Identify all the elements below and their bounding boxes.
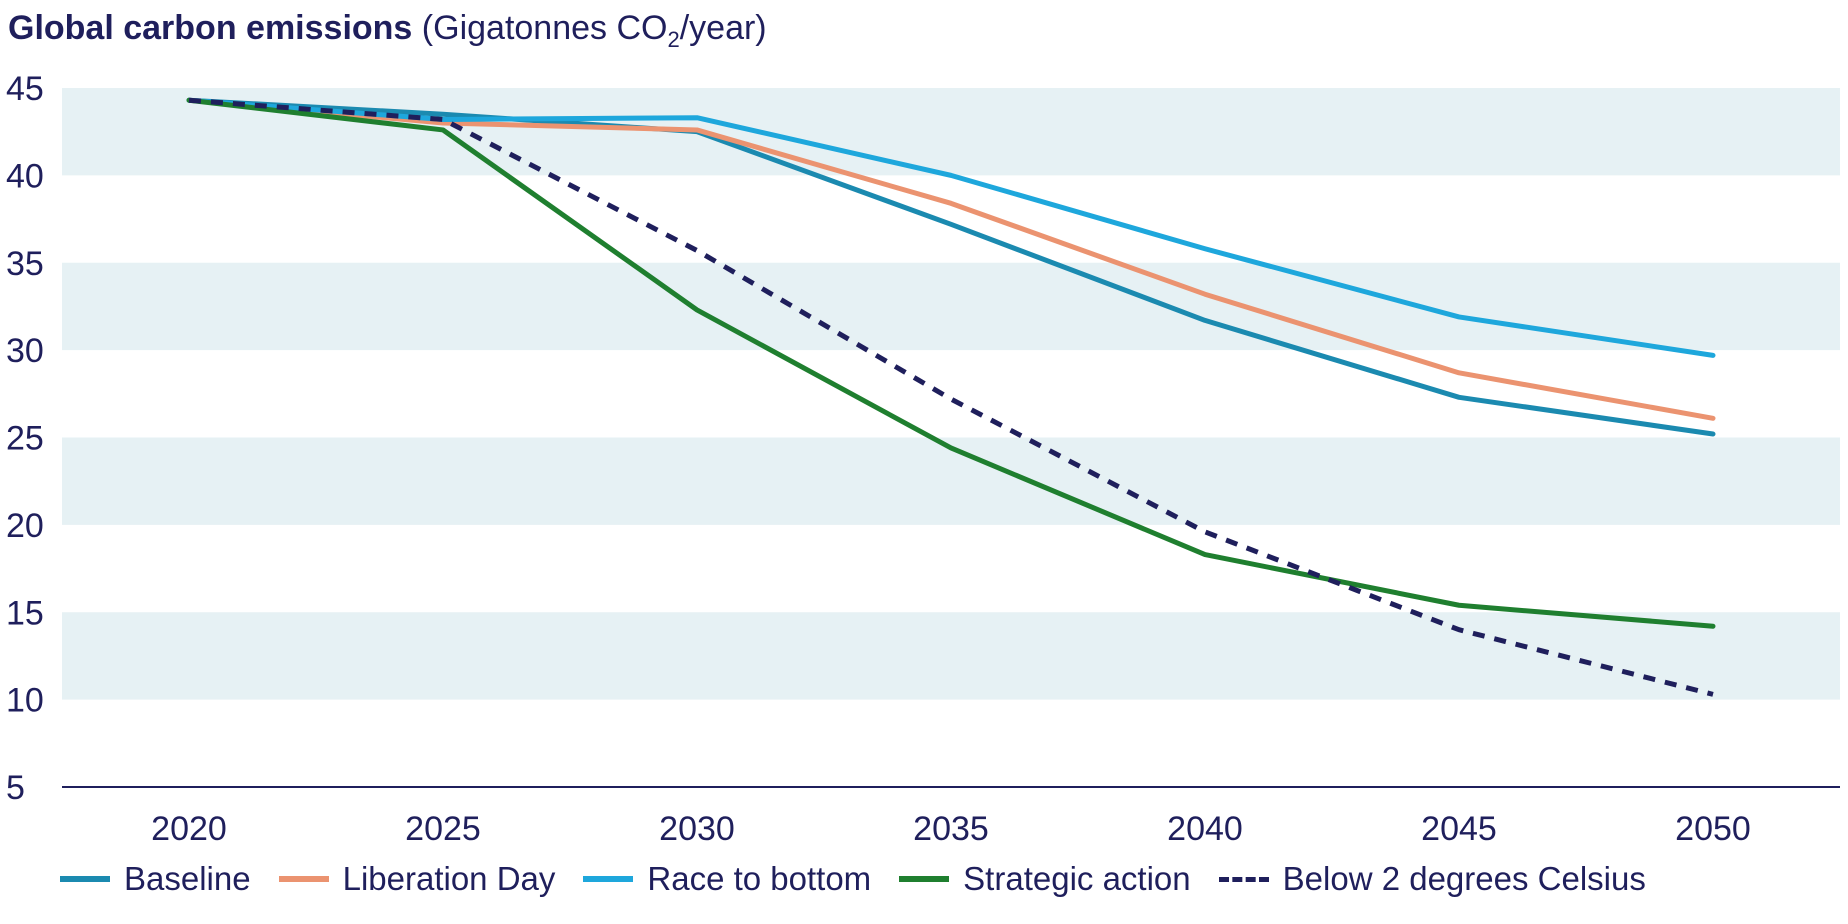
legend-item-strategic-action: Strategic action (899, 860, 1191, 898)
chart-title-bold: Global carbon emissions (8, 9, 413, 47)
chart-title-units: (Gigatonnes CO2/year) (421, 9, 767, 52)
legend-swatch (583, 876, 634, 882)
background-band (62, 262, 1840, 351)
legend-item-baseline: Baseline (60, 860, 251, 898)
legend-label: Race to bottom (647, 860, 872, 897)
y-tick-label: 45 (6, 70, 44, 108)
legend-swatch (899, 876, 950, 882)
y-tick-label: 10 (6, 682, 44, 720)
y-axis-ticks: 5 10 15 20 25 30 35 40 45 (6, 70, 44, 807)
x-tick-label: 2020 (151, 810, 227, 848)
legend-swatch (1218, 876, 1269, 882)
y-tick-label: 35 (6, 245, 44, 283)
background-band (62, 88, 1840, 176)
series-line-baseline (186, 97, 1716, 437)
series-line-race-to-bottom (186, 97, 1716, 358)
y-tick-label: 30 (6, 332, 44, 370)
y-tick-label: 5 (6, 769, 25, 807)
series-line-liberation-day (186, 97, 1716, 421)
chart-title-units-post: /year) (679, 9, 767, 47)
series-line-below-2-degrees-celsius (188, 97, 1714, 697)
y-tick-label: 20 (6, 507, 44, 545)
x-tick-label: 2050 (1675, 810, 1751, 848)
legend-label: Strategic action (963, 860, 1191, 897)
x-tick-label: 2045 (1421, 810, 1497, 848)
chart-title: Global carbon emissions (Gigatonnes CO2/… (8, 6, 767, 62)
background-bands (62, 88, 1840, 700)
x-tick-label: 2030 (659, 810, 735, 848)
legend-item-race-to-bottom: Race to bottom (583, 860, 871, 898)
legend-label: Baseline (124, 860, 251, 897)
legend-label: Below 2 degrees Celsius (1282, 860, 1646, 897)
chart-title-units-subscript: 2 (667, 26, 680, 52)
y-tick-label: 40 (6, 157, 44, 195)
background-band (62, 437, 1840, 525)
chart-legend: Baseline Liberation Day Race to bottom Stra… (60, 860, 1674, 898)
x-axis-ticks: 2020 2025 2030 2035 2040 2045 2050 (151, 810, 1751, 848)
background-band (62, 612, 1840, 700)
legend-swatch (60, 876, 110, 882)
legend-item-below-2-degrees-celsius: Below 2 degrees Celsius (1218, 860, 1646, 898)
x-tick-label: 2040 (1167, 810, 1243, 848)
x-tick-label: 2035 (913, 810, 989, 848)
x-tick-label: 2025 (405, 810, 481, 848)
y-tick-label: 25 (6, 420, 44, 458)
legend-swatch (278, 876, 329, 882)
legend-label: Liberation Day (342, 860, 556, 897)
series-line-strategic-action (186, 97, 1716, 629)
y-tick-label: 15 (6, 594, 44, 632)
chart-title-units-pre: (Gigatonnes CO (421, 9, 668, 47)
series-lines (186, 97, 1716, 697)
legend-item-liberation-day: Liberation Day (278, 860, 556, 898)
